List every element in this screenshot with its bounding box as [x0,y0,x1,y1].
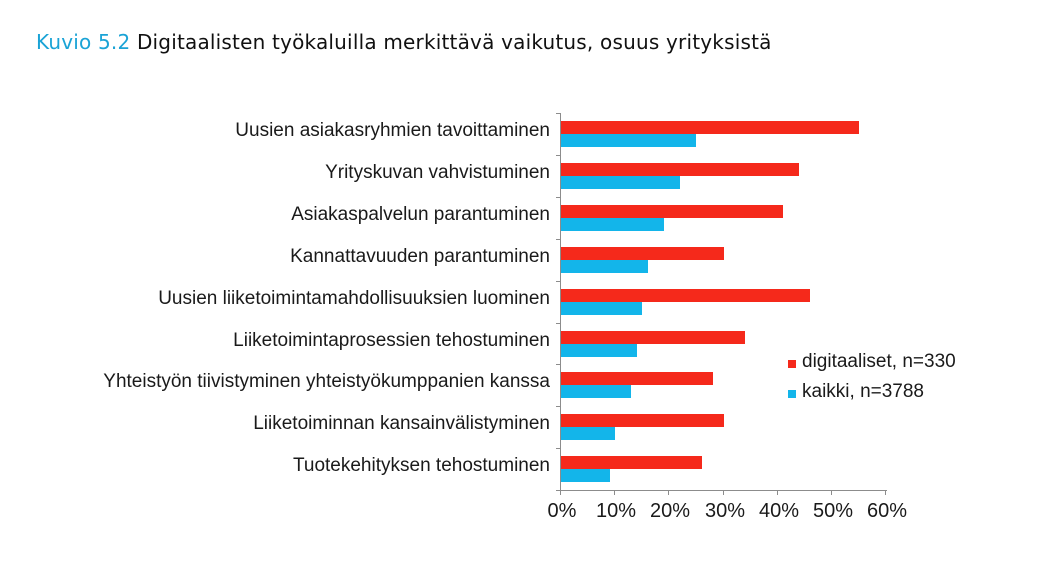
bar-digitaaliset [561,372,713,385]
x-axis-tick-label: 0% [547,500,577,522]
category-label: Kannattavuuden parantuminen [290,246,550,267]
legend-label: digitaaliset, n=330 [802,351,956,372]
bar-kaikki [561,344,637,357]
y-axis-tick [556,281,561,282]
bar-digitaaliset [561,163,799,176]
category-label: Uusien liiketoimintamahdollisuuksien luo… [158,288,550,309]
chart-title: Kuvio 5.2 Digitaalisten työkaluilla merk… [36,30,772,54]
x-axis-tick [885,490,886,495]
x-axis-tick-label: 60% [866,500,908,522]
x-axis-tick-label: 20% [649,500,691,522]
bar-kaikki [561,302,642,315]
x-axis-tick [668,490,669,495]
y-axis-tick [556,197,561,198]
bar-digitaaliset [561,331,745,344]
x-axis-tick-label: 50% [812,500,854,522]
bar-digitaaliset [561,289,810,302]
legend: digitaaliset, n=330 kaikki, n=3788 [788,347,956,407]
bar-digitaaliset [561,205,783,218]
x-axis-tick [831,490,832,495]
x-axis-tick [560,490,561,495]
y-axis [560,113,561,490]
category-label: Yhteistyön tiivistyminen yhteistyökumppa… [103,371,550,392]
category-label: Liiketoimintaprosessien tehostuminen [233,330,550,351]
bar-digitaaliset [561,456,702,469]
legend-label: kaikki, n=3788 [802,381,924,402]
x-axis-tick [723,490,724,495]
bar-kaikki [561,176,680,189]
legend-item-digitaaliset: digitaaliset, n=330 [788,347,956,377]
bar-digitaaliset [561,414,724,427]
category-label: Yrityskuvan vahvistuminen [325,162,550,183]
bar-kaikki [561,385,631,398]
x-axis-tick [614,490,615,495]
category-label: Tuotekehityksen tehostuminen [292,455,550,476]
bar-kaikki [561,469,610,482]
bar-kaikki [561,260,648,273]
title-text: Digitaalisten työkaluilla merkittävä vai… [136,30,772,54]
y-axis-tick [556,323,561,324]
x-axis-tick-label: 10% [595,500,637,522]
y-axis-tick [556,406,561,407]
bar-digitaaliset [561,247,724,260]
y-axis-tick [556,113,561,114]
y-axis-tick [556,490,561,491]
x-axis-tick [777,490,778,495]
category-label: Uusien asiakasryhmien tavoittaminen [235,120,550,141]
bar-digitaaliset [561,121,859,134]
category-label: Asiakaspalvelun parantuminen [291,204,550,225]
legend-item-kaikki: kaikki, n=3788 [788,377,956,407]
legend-swatch-blue [788,389,796,398]
figure-number: Kuvio 5.2 [36,30,131,54]
y-axis-tick [556,448,561,449]
y-axis-tick [556,239,561,240]
y-axis-tick [556,155,561,156]
bar-kaikki [561,134,696,147]
bar-kaikki [561,218,664,231]
x-axis-tick-label: 30% [704,500,746,522]
legend-swatch-red [788,359,796,368]
y-axis-tick [556,364,561,365]
category-label: Liiketoiminnan kansainvälistyminen [253,413,550,434]
bar-kaikki [561,427,615,440]
x-axis-tick-label: 40% [758,500,800,522]
